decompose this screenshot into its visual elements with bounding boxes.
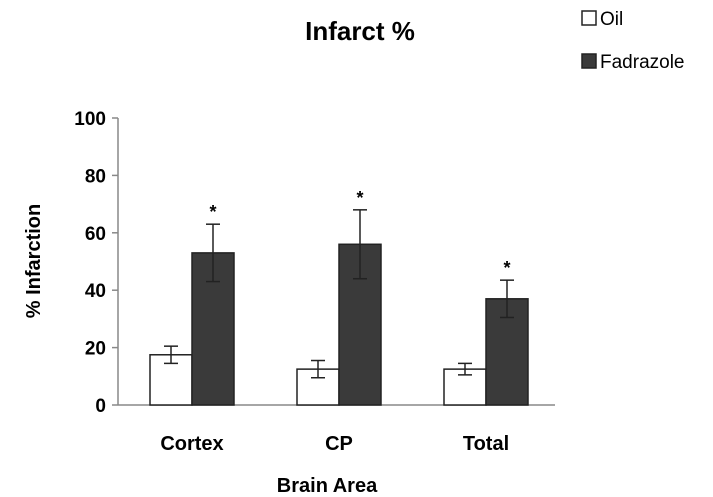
x-tick-label: CP <box>325 433 353 455</box>
y-tick-label: 20 <box>85 339 106 360</box>
y-tick-label: 100 <box>74 109 106 130</box>
y-tick-label: 60 <box>85 224 106 245</box>
legend-swatch-oil <box>581 10 597 26</box>
legend: Oil Fadrazole <box>581 9 685 73</box>
y-ticks: 0 20 40 60 80 100 <box>74 109 118 417</box>
legend-label-oil: Oil <box>600 9 623 30</box>
chart-title: Infarct % <box>305 16 415 46</box>
y-axis-title: % Infarction <box>23 204 45 318</box>
x-axis-title: Brain Area <box>277 475 378 497</box>
error-bars <box>164 209 514 379</box>
legend-swatch-fadrazole <box>581 53 597 69</box>
y-tick-label: 80 <box>85 166 106 187</box>
significance-marks: * * * <box>209 188 510 278</box>
y-tick-label: 0 <box>95 396 106 417</box>
significance-asterisk: * <box>209 202 216 222</box>
x-tick-label: Total <box>463 433 509 455</box>
bars <box>149 243 529 406</box>
legend-label-fadrazole: Fadrazole <box>600 52 685 73</box>
category-labels: Cortex CP Total <box>160 433 509 455</box>
significance-asterisk: * <box>503 258 510 278</box>
y-tick-label: 40 <box>85 281 106 302</box>
significance-asterisk: * <box>356 188 363 208</box>
x-tick-label: Cortex <box>160 433 223 455</box>
